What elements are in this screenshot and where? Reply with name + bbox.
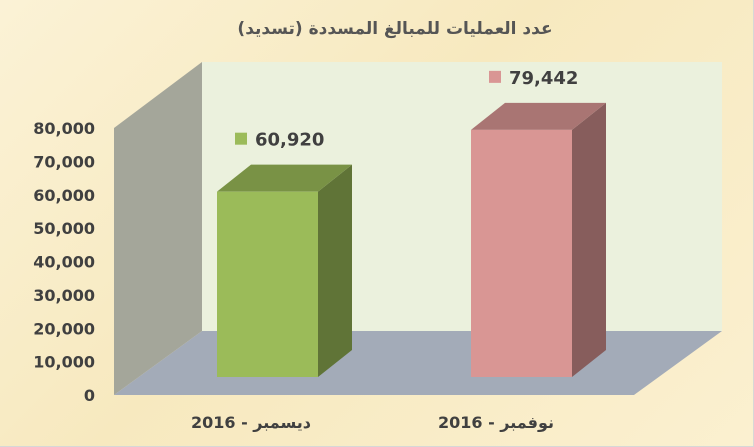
y-tick-label: 80,000: [33, 119, 95, 138]
y-tick-label: 30,000: [33, 286, 95, 305]
x-axis-labels: ديسمبر - 2016 نوفمبر - 2016: [191, 413, 554, 432]
bar-top-face: [471, 102, 606, 130]
y-tick-label: 20,000: [33, 319, 95, 338]
data-label-swatch: [489, 70, 501, 83]
y-tick-label: 70,000: [33, 152, 95, 171]
data-label-2: 79,442: [489, 68, 578, 89]
chart-floor: [114, 331, 722, 395]
bar-front-face: [471, 129, 572, 377]
y-tick-label: 0: [84, 386, 95, 405]
bar-side-face: [572, 102, 606, 377]
bar-2: [471, 102, 606, 377]
data-label-1: 60,920: [235, 130, 324, 151]
chart-title: عدد العمليات للمبالغ المسددة (تسديد): [237, 19, 552, 39]
x-category-label: نوفمبر - 2016: [438, 413, 554, 432]
data-label-value: 60,920: [255, 130, 324, 151]
y-tick-label: 50,000: [33, 219, 95, 238]
data-label-swatch: [235, 132, 247, 145]
bar-front-face: [217, 191, 318, 377]
y-tick-label: 60,000: [33, 186, 95, 205]
bar-top-face: [217, 164, 352, 192]
bar-1: [217, 164, 352, 377]
y-tick-label: 10,000: [33, 353, 95, 372]
y-tick-label: 40,000: [33, 253, 95, 272]
bar-side-face: [318, 164, 352, 377]
data-label-value: 79,442: [509, 68, 578, 89]
chart-side-wall: [114, 62, 202, 395]
x-category-label: ديسمبر - 2016: [191, 413, 311, 432]
y-axis-ticks: 0 10,000 20,000 30,000 40,000 50,000 60,000 70,…: [33, 119, 95, 405]
bars-group: 60,920 79,442: [217, 68, 606, 377]
